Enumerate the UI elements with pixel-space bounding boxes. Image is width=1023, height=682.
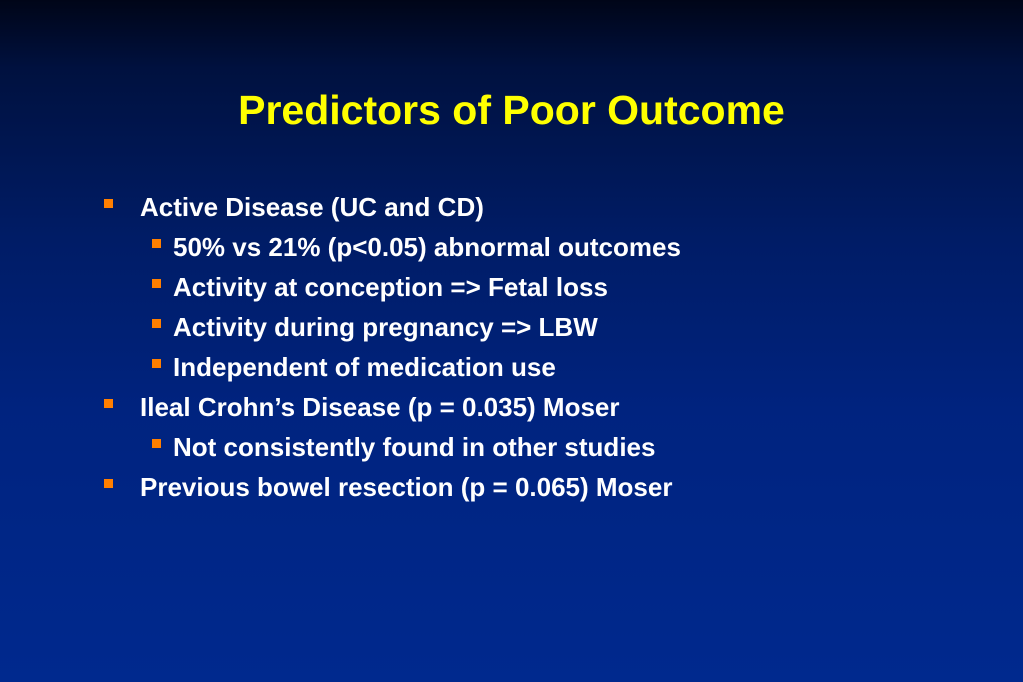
bullet-text: Previous bowel resection (p = 0.065) Mos…: [140, 472, 673, 503]
sub-bullet-item: Activity during pregnancy => LBW: [152, 309, 598, 343]
sub-bullet-text: 50% vs 21% (p<0.05) abnormal outcomes: [173, 232, 681, 263]
square-bullet-icon: [152, 358, 161, 368]
sub-bullet-item: Not consistently found in other studies: [152, 429, 655, 463]
sub-bullet-text: Not consistently found in other studies: [173, 432, 656, 463]
sub-bullet-text: Activity during pregnancy => LBW: [173, 312, 598, 343]
sub-bullet-text: Activity at conception => Fetal loss: [173, 272, 608, 303]
slide-title: Predictors of Poor Outcome: [238, 87, 785, 133]
bullet-item: Ileal Crohn’s Disease (p = 0.035) Moser: [104, 389, 620, 423]
bullet-text: Active Disease (UC and CD): [140, 192, 484, 223]
sub-bullet-item: 50% vs 21% (p<0.05) abnormal outcomes: [152, 229, 681, 263]
bullet-text: Ileal Crohn’s Disease (p = 0.035) Moser: [140, 392, 620, 423]
square-bullet-icon: [152, 318, 161, 328]
square-bullet-icon: [104, 478, 113, 488]
sub-bullet-item: Activity at conception => Fetal loss: [152, 269, 608, 303]
bullet-item: Previous bowel resection (p = 0.065) Mos…: [104, 469, 672, 503]
square-bullet-icon: [104, 398, 113, 408]
square-bullet-icon: [152, 278, 161, 288]
sub-bullet-item: Independent of medication use: [152, 349, 556, 383]
square-bullet-icon: [152, 438, 161, 448]
square-bullet-icon: [152, 238, 161, 248]
bullet-item: Active Disease (UC and CD): [104, 189, 484, 223]
sub-bullet-text: Independent of medication use: [173, 352, 556, 383]
square-bullet-icon: [104, 198, 113, 208]
